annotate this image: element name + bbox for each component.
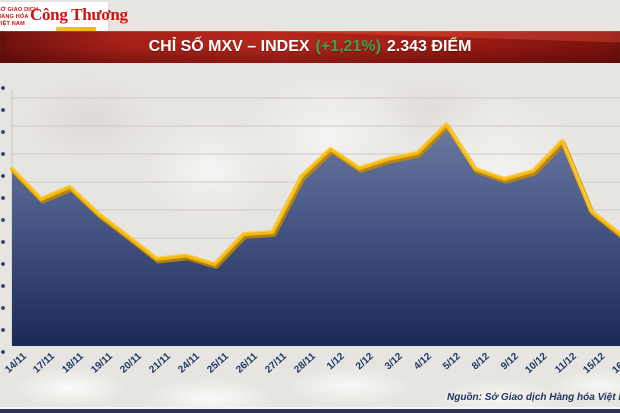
brand-underline <box>56 27 96 31</box>
banner-title: CHỈ SỐ MXV – INDEX <box>148 38 310 55</box>
y-tick-dot <box>1 174 5 178</box>
title-banner: CHỈ SỐ MXV – INDEX (+1,21%) 2.343 ĐIỂM <box>0 31 620 63</box>
y-tick-dot <box>1 328 5 332</box>
y-tick-dot <box>1 306 5 310</box>
index-line <box>10 122 620 267</box>
y-tick-dot <box>1 196 5 200</box>
bottom-border <box>0 407 620 413</box>
y-tick-dot <box>1 262 5 266</box>
brand-wordmark: Công Thương <box>30 5 128 24</box>
source-note: Nguồn: Sở Giao dịch Hàng hóa Việt Nam <box>447 392 620 403</box>
y-tick-dot <box>1 86 5 90</box>
banner-index-value: 2.343 ĐIỂM <box>386 38 472 55</box>
y-tick-dot <box>1 240 5 244</box>
y-tick-dot <box>1 350 5 354</box>
y-tick-dot <box>1 218 5 222</box>
index-line-highlight <box>11 122 620 264</box>
area-fill <box>12 124 620 346</box>
y-tick-dot <box>1 284 5 288</box>
y-tick-dot <box>1 130 5 134</box>
y-tick-dot <box>1 108 5 112</box>
banner-change-percent: (+1,21%) <box>315 38 381 55</box>
y-tick-dot <box>1 152 5 156</box>
